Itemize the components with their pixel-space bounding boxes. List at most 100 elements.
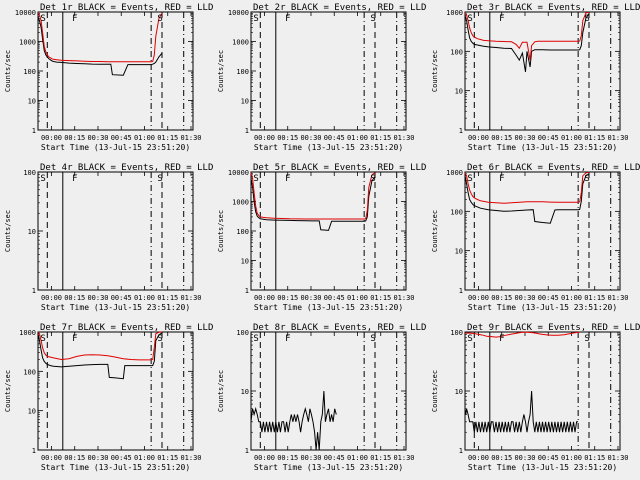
series-lld [37,331,163,361]
y-tick-label: 10 [455,388,463,396]
marker-label: S [157,14,162,24]
x-axis-label: Start Time (13-Jul-15 23:51:20) [254,303,403,312]
marker-label: S [370,14,375,24]
x-tick-label: 01:15 [370,134,391,142]
y-tick-label: 100 [23,68,36,76]
y-tick-label: 100 [450,329,463,337]
x-tick-label: 00:15 [491,454,512,462]
x-tick-label: 01:00 [347,454,368,462]
x-tick-label: 00:00 [41,294,62,302]
y-tick-label: 10 [28,408,36,416]
marker-label: S [467,14,472,24]
x-tick-label: 00:30 [300,134,321,142]
x-tick-label: 00:30 [87,294,108,302]
y-axis-label: Counts/sec [431,50,439,92]
series-events [464,390,579,433]
marker-label: F [499,174,504,184]
x-tick-label: 00:15 [277,134,298,142]
y-axis-label: Counts/sec [431,210,439,252]
y-tick-label: 10 [455,88,463,96]
y-tick-label: 10 [241,258,249,266]
x-axis-label: Start Time (13-Jul-15 23:51:20) [468,303,617,312]
y-tick-label: 1000 [232,199,249,207]
x-tick-label: 01:15 [584,454,605,462]
y-tick-label: 1000 [446,169,463,177]
marker-label: S [40,14,45,24]
x-axis-label: Start Time (13-Jul-15 23:51:20) [41,463,190,472]
x-tick-label: 01:30 [393,134,414,142]
y-tick-label: 100 [236,329,249,337]
x-tick-label: 00:15 [277,454,298,462]
y-tick-label: 10 [28,98,36,106]
y-tick-label: 10 [241,388,249,396]
chart-title: Det 1r BLACK = Events, RED = LLD [40,3,213,13]
x-tick-label: 01:15 [370,294,391,302]
marker-label: S [370,334,375,344]
x-tick-label: 01:00 [561,134,582,142]
x-tick-label: 00:45 [324,134,345,142]
series-lld [37,12,163,63]
x-tick-label: 01:30 [180,454,201,462]
marker-label: S [40,334,45,344]
x-tick-label: 01:30 [393,294,414,302]
marker-label: F [72,14,77,24]
x-tick-label: 00:30 [514,134,535,142]
x-tick-label: 00:30 [300,294,321,302]
plot-frame [250,331,407,451]
y-axis-label: Counts/sec [217,370,225,412]
x-tick-label: 01:30 [607,294,628,302]
x-tick-label: 00:15 [64,454,85,462]
x-tick-label: 00:00 [468,134,489,142]
y-tick-label: 1 [459,127,463,135]
x-axis-label: Start Time (13-Jul-15 23:51:20) [254,463,403,472]
chart-panel-8: Det 8r BLACK = Events, RED = LLD Counts/s… [217,323,426,472]
x-tick-label: 01:30 [607,454,628,462]
marker-label: S [253,14,258,24]
y-tick-label: 1 [32,447,36,455]
x-axis-label: Start Time (13-Jul-15 23:51:20) [254,143,403,152]
y-axis-label: Counts/sec [4,210,12,252]
marker-label: F [285,334,290,344]
x-tick-label: 00:00 [468,454,489,462]
marker-label: S [157,334,162,344]
x-tick-label: 01:00 [561,454,582,462]
y-tick-label: 1 [32,287,36,295]
x-tick-label: 00:45 [111,294,132,302]
chart-panel-4: Det 4r BLACK = Events, RED = LLD Counts/s… [4,163,213,312]
marker-label: F [72,174,77,184]
chart-panel-6: Det 6r BLACK = Events, RED = LLD Counts/s… [431,163,640,312]
y-tick-label: 10 [241,98,249,106]
x-tick-label: 01:15 [370,454,391,462]
chart-title: Det 9r BLACK = Events, RED = LLD [467,323,640,333]
y-tick-label: 100 [450,48,463,56]
x-tick-label: 01:00 [561,294,582,302]
marker-label: F [499,334,504,344]
marker-label: S [253,334,258,344]
x-axis-label: Start Time (13-Jul-15 23:51:20) [41,303,190,312]
y-tick-label: 1 [245,447,249,455]
x-tick-label: 00:45 [111,454,132,462]
y-tick-label: 10000 [228,9,249,17]
x-tick-label: 01:15 [584,134,605,142]
x-tick-label: 01:30 [607,134,628,142]
x-tick-label: 01:30 [180,294,201,302]
x-tick-label: 00:00 [468,294,489,302]
y-tick-label: 1 [32,127,36,135]
chart-panel-9: Det 9r BLACK = Events, RED = LLD Counts/s… [431,323,640,472]
series-events [250,176,376,231]
series-events [464,13,590,72]
x-axis-label: Start Time (13-Jul-15 23:51:20) [468,463,617,472]
series-events [250,390,337,451]
marker-label: S [584,174,589,184]
plot-frame [464,331,621,451]
x-tick-label: 00:30 [514,294,535,302]
marker-label: F [285,174,290,184]
marker-label: S [253,174,258,184]
y-tick-label: 10000 [15,9,36,17]
x-tick-label: 00:30 [87,134,108,142]
x-tick-label: 01:00 [347,294,368,302]
y-tick-label: 1000 [19,39,36,47]
x-tick-label: 00:00 [41,134,62,142]
chart-title: Det 2r BLACK = Events, RED = LLD [253,3,426,13]
